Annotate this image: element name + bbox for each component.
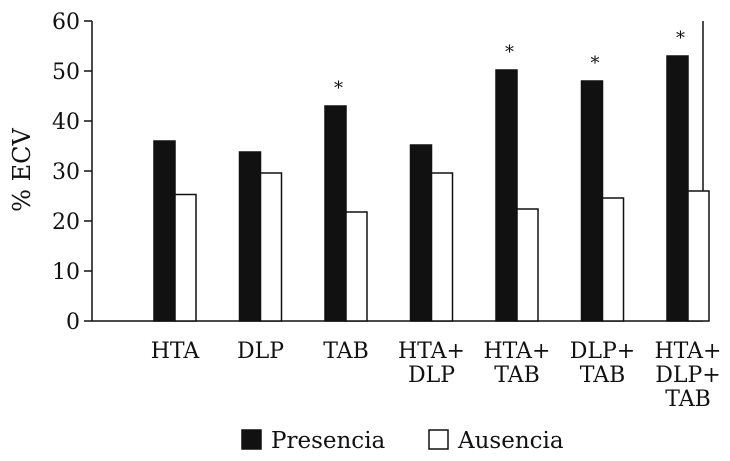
- x-category-label: DLP+: [570, 339, 635, 364]
- bar-presencia: [324, 105, 347, 322]
- y-axis-label: % ECV: [8, 128, 36, 212]
- bar-presencia: [409, 144, 433, 322]
- bar-presencia: [238, 151, 262, 322]
- bar-ausencia: [516, 208, 539, 322]
- significance-marker: *: [676, 28, 685, 49]
- bar-ausencia: [174, 193, 197, 322]
- y-tick-label: 20: [52, 210, 80, 235]
- significance-marker: *: [505, 42, 514, 63]
- x-category-label: HTA+: [655, 339, 722, 364]
- significance-marker: *: [591, 53, 600, 74]
- x-category-label: TAB: [665, 387, 711, 412]
- x-category-label: HTA+: [484, 339, 551, 364]
- y-tick-label: 0: [66, 310, 80, 335]
- x-category-label: DLP: [237, 339, 284, 364]
- x-category-label: TAB: [323, 339, 369, 364]
- bar-ausencia: [430, 172, 454, 322]
- significance-marker: *: [334, 78, 343, 99]
- bar-presencia: [666, 55, 689, 322]
- bar-ausencia: [601, 197, 625, 322]
- legend-label-presencia: Presencia: [271, 428, 386, 454]
- legend-swatch-presencia: [241, 429, 262, 450]
- bar-presencia: [495, 69, 518, 322]
- x-category-label: DLP+: [655, 363, 720, 388]
- legend-swatch-ausencia: [428, 429, 449, 450]
- x-category-label: TAB: [580, 363, 626, 388]
- y-tick-label: 50: [52, 60, 80, 85]
- bar-ausencia: [687, 190, 710, 322]
- bar-ausencia: [259, 172, 283, 322]
- bar-ausencia: [345, 211, 368, 322]
- bar-presencia: [580, 80, 604, 322]
- y-tick-label: 40: [52, 110, 80, 135]
- y-ticks: 0 10 20 30 40 50 60: [52, 10, 92, 335]
- bar-presencia: [153, 140, 176, 322]
- x-category-label: HTA: [151, 339, 201, 364]
- x-category-label: TAB: [494, 363, 540, 388]
- y-tick-label: 60: [52, 10, 80, 35]
- legend: Presencia Ausencia: [241, 428, 564, 454]
- significance-markers: * * * *: [334, 28, 685, 99]
- bars: [153, 55, 710, 322]
- y-tick-label: 10: [52, 260, 80, 285]
- category-labels: HTA DLP TAB HTA+DLPHTA+TABDLP+TABHTA+DLP+TA…: [151, 339, 722, 412]
- x-category-label: DLP: [408, 363, 455, 388]
- legend-label-ausencia: Ausencia: [457, 428, 564, 454]
- x-category-label: HTA+: [398, 339, 465, 364]
- y-tick-label: 30: [52, 160, 80, 185]
